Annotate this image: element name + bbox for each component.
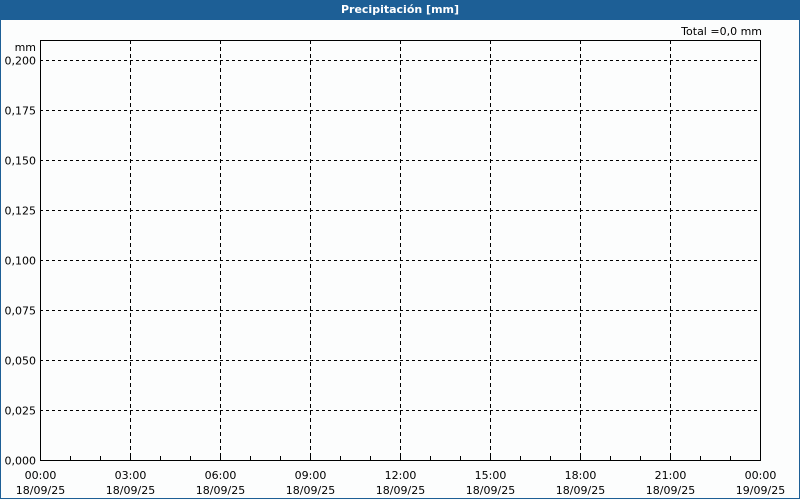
x-tick-time: 03:00 [115, 469, 147, 482]
y-tick-label: 0,050 [5, 355, 37, 368]
x-tick-date: 18/09/25 [376, 484, 425, 497]
x-tick-time: 00:00 [745, 469, 777, 482]
x-tick-date: 18/09/25 [646, 484, 695, 497]
x-tick-date: 19/09/25 [736, 484, 785, 497]
y-tick-label: 0,025 [5, 405, 37, 418]
x-tick-date: 18/09/25 [286, 484, 335, 497]
x-tick-time: 09:00 [295, 469, 327, 482]
x-tick-time: 18:00 [565, 469, 597, 482]
y-tick-label: 0,150 [5, 155, 37, 168]
plot-area [40, 40, 761, 461]
x-tick-time: 06:00 [205, 469, 237, 482]
y-tick-label: 0,100 [5, 255, 37, 268]
x-tick-time: 12:00 [385, 469, 417, 482]
x-tick-date: 18/09/25 [106, 484, 155, 497]
x-tick-time: 15:00 [475, 469, 507, 482]
x-tick-date: 18/09/25 [556, 484, 605, 497]
y-tick-label: 0,125 [5, 205, 37, 218]
x-tick-date: 18/09/25 [16, 484, 65, 497]
y-tick-label: 0,175 [5, 105, 37, 118]
y-axis-unit: mm [15, 41, 36, 54]
x-tick-time: 00:00 [25, 469, 57, 482]
x-tick-date: 18/09/25 [466, 484, 515, 497]
y-tick-label: 0,075 [5, 305, 37, 318]
x-tick-time: 21:00 [655, 469, 687, 482]
total-label: Total =0,0 mm [681, 25, 762, 38]
chart-title: Precipitación [mm] [0, 0, 800, 20]
x-tick-date: 18/09/25 [196, 484, 245, 497]
y-tick-label: 0,000 [5, 455, 37, 468]
y-tick-label: 0,200 [5, 55, 37, 68]
